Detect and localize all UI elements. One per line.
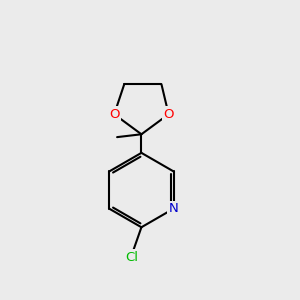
Text: O: O xyxy=(109,108,119,121)
Text: Cl: Cl xyxy=(125,251,138,264)
Text: O: O xyxy=(163,108,174,121)
Text: N: N xyxy=(169,202,178,215)
